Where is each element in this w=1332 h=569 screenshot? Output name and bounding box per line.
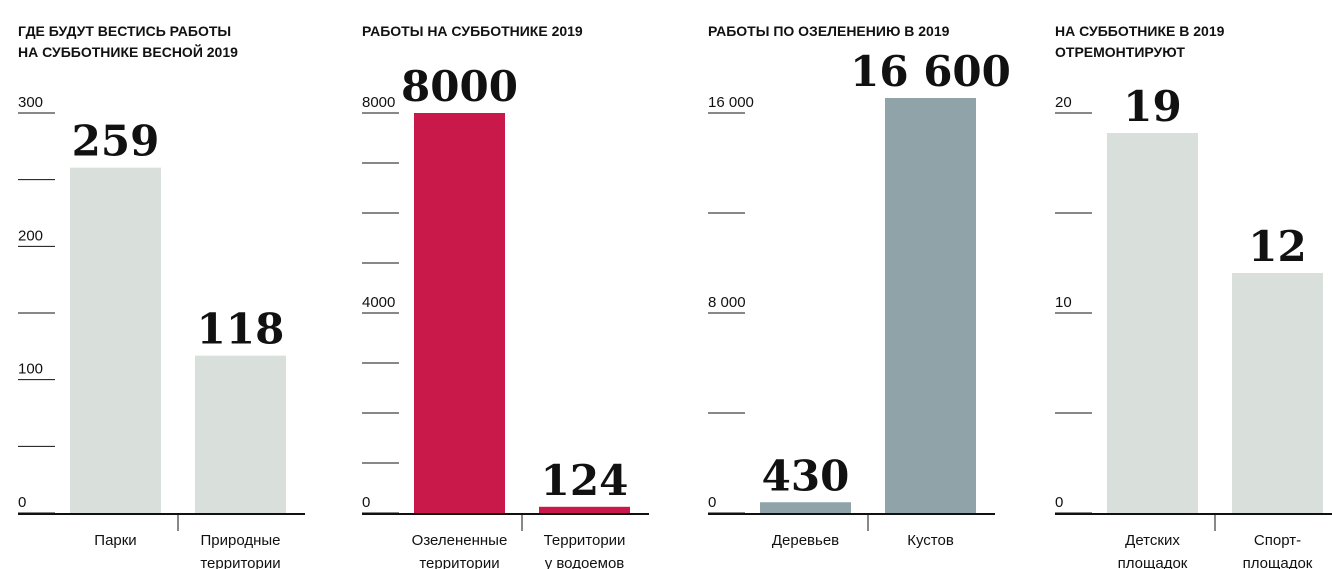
y-tick-label: 200 xyxy=(18,227,43,244)
category-label: Деревьев xyxy=(772,532,839,549)
chart-title: НА СУББОТНИКЕ В 2019 xyxy=(1055,23,1225,39)
value-label: 19 xyxy=(1123,82,1181,131)
value-label: 118 xyxy=(197,305,285,354)
chart-title: РАБОТЫ ПО ОЗЕЛЕНЕНИЮ В 2019 xyxy=(708,23,950,39)
y-tick-label: 10 xyxy=(1055,294,1072,311)
chart-title: ГДЕ БУДУТ ВЕСТИСЬ РАБОТЫ xyxy=(18,23,231,39)
chart-title: РАБОТЫ НА СУББОТНИКЕ 2019 xyxy=(362,23,583,39)
value-label: 430 xyxy=(762,451,850,500)
y-tick-label: 0 xyxy=(18,494,26,511)
y-tick-label: 0 xyxy=(1055,494,1063,511)
bar xyxy=(195,355,286,513)
y-tick-label: 16 000 xyxy=(708,94,754,111)
category-label: площадок xyxy=(1118,555,1188,569)
bar xyxy=(885,98,976,513)
bar xyxy=(70,167,161,513)
value-label: 259 xyxy=(72,117,160,166)
bar xyxy=(414,113,505,513)
bar xyxy=(539,506,630,513)
category-label: у водоемов xyxy=(545,555,625,569)
y-tick-label: 8000 xyxy=(362,94,395,111)
y-tick-label: 0 xyxy=(708,494,716,511)
category-label: Спорт- xyxy=(1254,532,1301,549)
category-label: Природные xyxy=(200,532,280,549)
value-label: 8000 xyxy=(401,62,518,111)
bar xyxy=(1232,273,1323,513)
value-label: 16 600 xyxy=(850,47,1011,96)
category-label: площадок xyxy=(1243,555,1313,569)
category-label: Парки xyxy=(94,532,136,549)
y-tick-label: 100 xyxy=(18,361,43,378)
value-label: 12 xyxy=(1248,222,1306,271)
y-tick-label: 4000 xyxy=(362,294,395,311)
y-tick-label: 300 xyxy=(18,94,43,111)
category-label: Детских xyxy=(1125,532,1180,549)
value-label: 124 xyxy=(541,456,629,505)
bar xyxy=(760,502,851,513)
category-label: территории xyxy=(419,555,499,569)
category-label: территории xyxy=(200,555,280,569)
chart-title: ОТРЕМОНТИРУЮТ xyxy=(1055,44,1185,60)
category-label: Озелененные xyxy=(412,532,508,549)
y-tick-label: 8 000 xyxy=(708,294,746,311)
category-label: Территории xyxy=(544,532,626,549)
bar xyxy=(1107,133,1198,513)
y-tick-label: 0 xyxy=(362,494,370,511)
chart-title: НА СУББОТНИКЕ ВЕСНОЙ 2019 xyxy=(18,43,238,60)
y-tick-label: 20 xyxy=(1055,94,1072,111)
category-label: Кустов xyxy=(907,532,954,549)
